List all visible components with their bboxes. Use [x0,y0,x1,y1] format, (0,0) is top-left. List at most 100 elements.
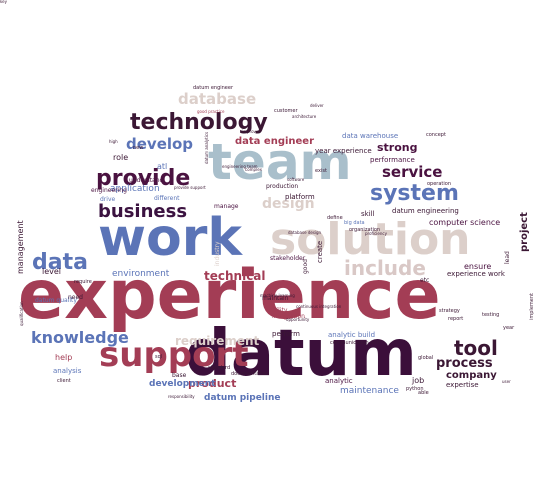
cloud-word: different [154,195,180,202]
cloud-word: production [266,183,299,190]
cloud-word: concept [426,132,446,138]
cloud-word: operation [427,181,452,187]
cloud-word: engineering [91,187,127,194]
cloud-word: technology [130,110,268,135]
cloud-word: maintain [262,295,289,302]
cloud-word: improve [242,129,259,134]
cloud-word: development [149,379,216,389]
cloud-word: software [287,177,305,182]
cloud-word: technical [204,269,266,283]
cloud-word: datum quality [35,297,77,304]
cloud-word: analysis [53,367,82,375]
cloud-word: requirement [175,334,260,348]
cloud-word: report [448,316,464,322]
cloud-word: define [327,215,343,221]
cloud-word: ensure [464,262,492,271]
cloud-word: maintenance [340,386,399,396]
cloud-word: proficiency [365,231,387,236]
cloud-word: year experience [315,147,372,155]
cloud-word: knowledge [31,328,129,347]
cloud-word: expertise [446,381,479,389]
cloud-word: datum pipeline [204,393,281,403]
cloud-word: able [418,390,429,396]
cloud-word: testing [482,312,500,318]
cloud-word: job [412,376,425,385]
cloud-word: global [418,355,434,361]
cloud-word: data [32,250,88,275]
cloud-word: develop [126,135,194,153]
cloud-word: solution [270,214,471,265]
cloud-word: datum engineering [392,207,459,215]
cloud-word: year [503,325,515,331]
cloud-word: client [57,378,71,384]
cloud-word: base [172,372,187,379]
cloud-word: environment [112,269,170,279]
cloud-word: ability [269,307,288,314]
cloud-word: high [109,139,118,144]
cloud-word: analytic [325,377,353,385]
cloud-word: key [0,0,8,4]
cloud-word: performance [370,156,415,164]
cloud-word: stakeholder [270,255,306,262]
cloud-word: design [262,196,315,212]
cloud-word: industry [214,241,221,266]
cloud-word: tool [454,336,498,360]
cloud-word: standard [208,365,231,371]
cloud-word: experience [18,256,441,335]
cloud-word: team [208,133,352,191]
cloud-word: complex [245,167,262,172]
cloud-word: integration [272,313,305,320]
cloud-word: exist [315,168,327,174]
cloud-word: provide support [174,185,206,190]
cloud-word: engineering team [222,164,258,169]
cloud-word: level [42,267,62,276]
cloud-word: support [99,335,249,375]
cloud-word: documentation [231,371,269,377]
cloud-word: require [74,279,92,285]
cloud-word: process [436,356,493,371]
cloud-word: new [133,145,144,151]
cloud-word: datum engineer [193,85,234,91]
cloud-word: lead [504,251,511,264]
cloud-word: skill [361,210,375,218]
cloud-word: database design [288,230,322,235]
cloud-word: role [113,153,129,162]
cloud-word: work [98,208,242,268]
cloud-word: computer science [429,218,501,227]
cloud-word: create [316,240,324,263]
cloud-word: experience work [447,270,505,278]
cloud-word: deliver [310,103,324,108]
cloud-word: opportunity [286,317,310,322]
cloud-word: organization [349,227,381,233]
cloud-word: implement [529,293,535,320]
cloud-word: strong [377,141,418,154]
cloud-word: user [502,379,511,384]
cloud-word: python [406,386,424,392]
cloud-word: qualification [19,301,24,326]
cloud-word: etc [420,277,430,284]
cloud-word: data warehouse [342,132,399,140]
cloud-word: system [370,181,459,206]
cloud-word: business [98,201,188,222]
cloud-word: atl [157,162,168,171]
cloud-word: service [382,163,443,181]
cloud-word: analytic build [328,331,376,339]
cloud-word: manage [214,203,239,210]
cloud-word: customer [274,108,298,114]
cloud-word: big data [344,220,365,226]
cloud-word: help [55,353,73,362]
cloud-word: good [302,259,309,274]
cloud-word: project [519,212,530,252]
cloud-word: communication skill [330,340,380,346]
cloud-word: platform [285,193,315,201]
cloud-word: need [68,294,83,301]
cloud-word: application [110,184,160,194]
cloud-word: datum [185,317,417,391]
cloud-word: management [16,220,25,274]
cloud-word: datum analytics [204,131,209,164]
cloud-word: sql [155,354,163,360]
cloud-word: database [178,90,257,108]
cloud-word: product [188,377,237,390]
cloud-word: continuous integration [296,304,342,309]
